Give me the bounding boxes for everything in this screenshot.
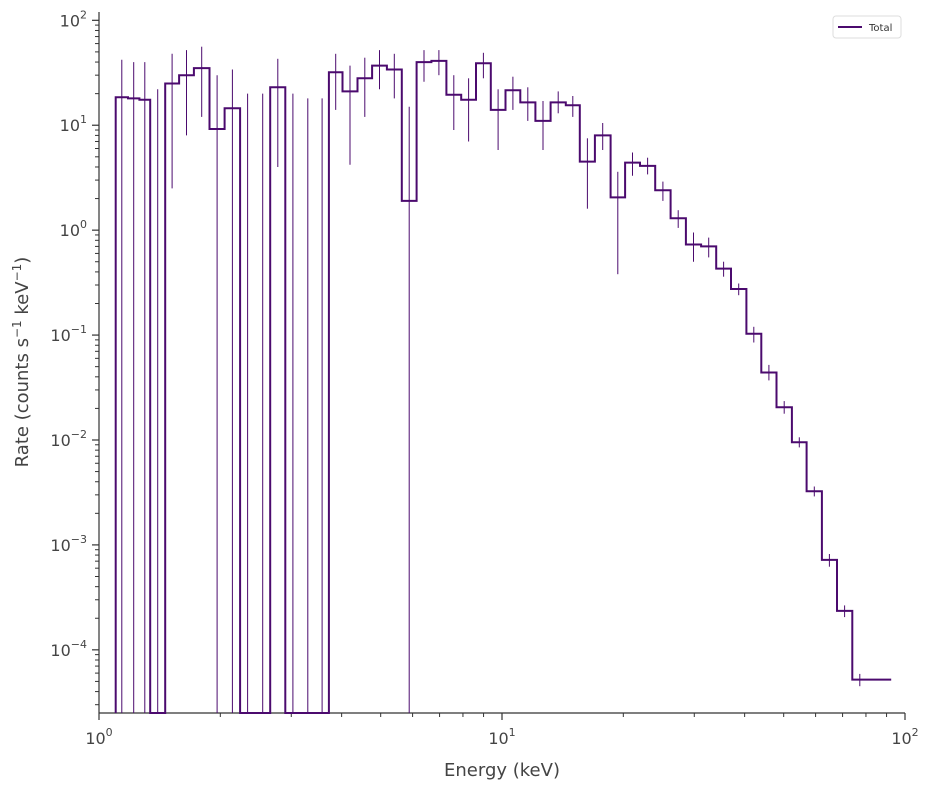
y-tick-label: 10−2 <box>50 428 87 450</box>
y-tick-label: 10−1 <box>50 323 87 345</box>
y-tick-label: 10−3 <box>50 533 87 555</box>
x-tick-label: 102 <box>891 726 918 748</box>
x-tick-label: 100 <box>85 726 112 748</box>
y-tick-label: 102 <box>60 8 87 30</box>
y-axis-label: Rate (counts s−1 keV−1) <box>10 257 33 468</box>
legend-entry-total: Total <box>868 23 892 34</box>
legend: Total <box>832 15 902 39</box>
legend-frame <box>832 15 902 39</box>
x-tick-label: 101 <box>488 726 515 748</box>
y-tick-label: 10−4 <box>50 638 87 660</box>
major-ticks: 100 101 102 102 101 100 10−1 10−2 10−3 10−4 <box>50 8 918 748</box>
y-tick-label: 100 <box>60 218 87 240</box>
y-tick-label: 101 <box>60 113 87 135</box>
minor-ticks <box>95 24 888 717</box>
axes <box>98 12 905 714</box>
x-axis-label: Energy (keV) <box>444 760 560 781</box>
total-step-line <box>114 59 892 714</box>
error-bars <box>121 46 861 713</box>
